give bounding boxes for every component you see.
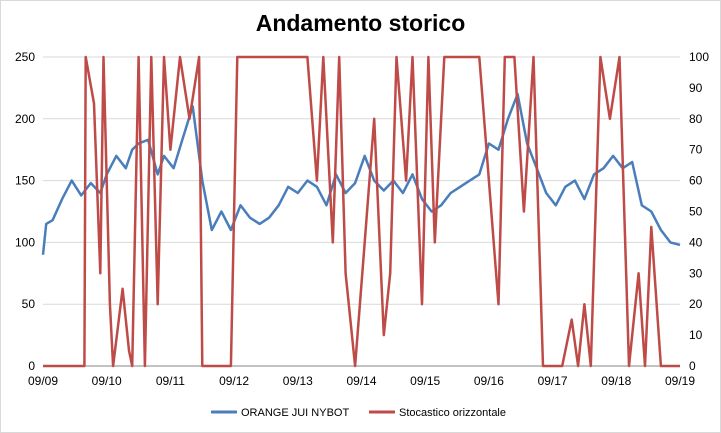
series-line [43, 55, 680, 368]
right-tick-label: 60 [689, 174, 703, 188]
x-tick-label: 09/17 [538, 374, 568, 388]
right-tick-label: 10 [689, 328, 703, 342]
legend-label: Stocastico orizzontale [399, 407, 506, 419]
left-tick-label: 200 [15, 112, 35, 126]
left-axis-tick-labels: 0 50 100 150 200 250 [15, 50, 35, 373]
right-axis-tick-labels: 0 10 20 30 40 50 60 70 80 90 100 [689, 50, 709, 373]
x-tick-label: 09/15 [410, 374, 440, 388]
left-tick-label: 0 [28, 359, 35, 373]
right-tick-label: 0 [689, 359, 696, 373]
right-tick-label: 90 [689, 81, 703, 95]
x-tick-label: 09/11 [156, 374, 185, 388]
x-tick-label: 09/16 [474, 374, 504, 388]
x-tick-label: 09/12 [219, 374, 249, 388]
right-tick-label: 40 [689, 235, 703, 249]
series-line [41, 92, 681, 255]
x-tick-label: 09/13 [283, 374, 313, 388]
left-tick-label: 50 [22, 297, 36, 311]
series-lines [41, 55, 681, 368]
left-tick-label: 100 [15, 235, 35, 249]
legend-label: ORANGE JUI NYBOT [241, 407, 349, 419]
chart-title: Andamento storico [255, 10, 466, 36]
right-tick-label: 70 [689, 143, 703, 157]
right-tick-label: 50 [689, 205, 703, 219]
legend: ORANGE JUI NYBOT Stocastico orizzontale [211, 407, 506, 419]
right-tick-label: 100 [689, 50, 709, 64]
x-axis-tick-labels: 09/09 09/10 09/11 09/12 09/13 09/14 09/15 09/16… [28, 374, 695, 388]
x-tick-label: 09/10 [92, 374, 122, 388]
right-tick-label: 30 [689, 266, 703, 280]
left-tick-label: 150 [15, 174, 35, 188]
right-tick-label: 20 [689, 297, 703, 311]
right-tick-label: 80 [689, 112, 703, 126]
left-tick-label: 250 [15, 50, 35, 64]
x-tick-label: 09/09 [28, 374, 58, 388]
x-tick-label: 09/14 [346, 374, 376, 388]
x-tick-label: 09/18 [601, 374, 631, 388]
x-tick-label: 09/19 [665, 374, 695, 388]
